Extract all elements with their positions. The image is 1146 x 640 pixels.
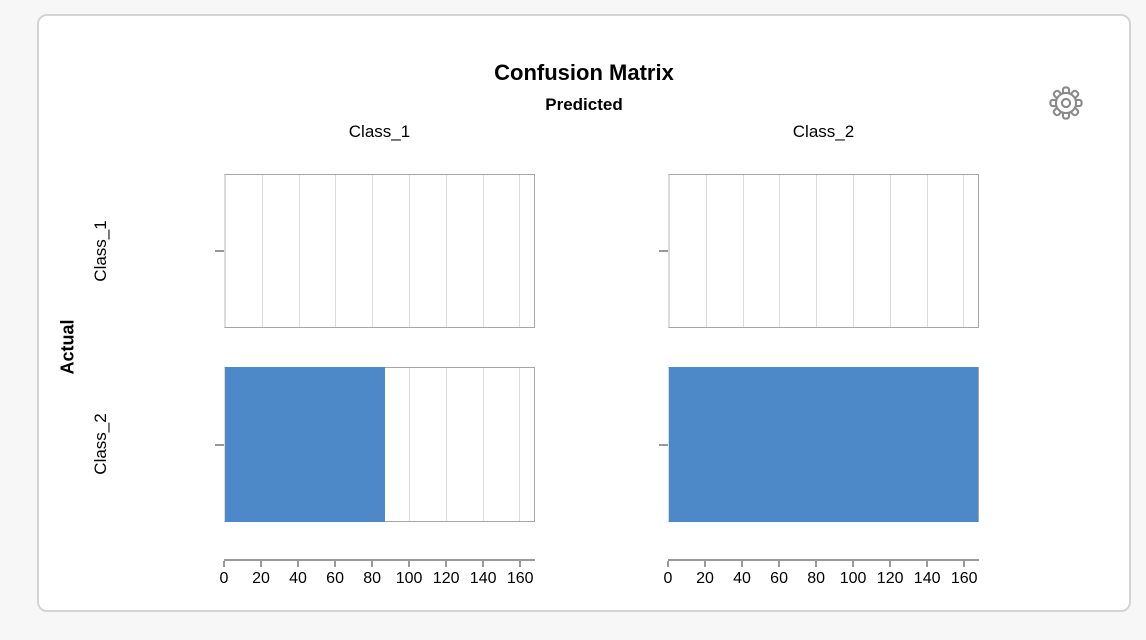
x-axis-tick-label: 60 xyxy=(770,570,788,587)
x-axis-tick xyxy=(889,561,892,567)
x-axis-tick xyxy=(815,561,818,567)
plot-card: Confusion Matrix Predicted Class_1 Class… xyxy=(37,14,1131,612)
x-axis-tick-label: 160 xyxy=(506,570,534,587)
gridline xyxy=(816,175,818,327)
x-axis-tick xyxy=(482,561,485,567)
x-axis-tick-label: 160 xyxy=(950,570,978,587)
x-axis-tick-label: 120 xyxy=(876,570,904,587)
x-axis-tick-label: 100 xyxy=(395,570,423,587)
y-axis-tick xyxy=(659,250,668,252)
facet-label-actual: Actual xyxy=(57,319,78,375)
x-axis-tick xyxy=(667,561,669,567)
gridline xyxy=(482,175,484,327)
gridline xyxy=(889,175,891,327)
gridline xyxy=(445,175,447,327)
bar-actual-class2-predicted-class2 xyxy=(669,367,978,522)
y-axis-tick xyxy=(659,443,668,446)
x-axis-tick xyxy=(519,561,522,567)
x-axis-tick xyxy=(408,561,411,567)
x-axis-tick-label: 100 xyxy=(839,570,867,587)
gridline xyxy=(779,175,781,327)
x-axis-tick xyxy=(445,561,448,567)
x-axis-tick xyxy=(852,561,855,567)
panel-actual-class1-predicted-class1 xyxy=(215,174,535,328)
gridline xyxy=(482,368,484,521)
gridline xyxy=(408,175,410,327)
column-header-predicted-class-2: Class_2 xyxy=(792,122,855,141)
x-axis-tick-label: 80 xyxy=(807,570,825,587)
bar-actual-class2-predicted-class1 xyxy=(225,367,386,522)
gridline xyxy=(519,368,521,521)
x-axis-predicted-class-2: 0 20 40 60 80 100 120 140 160 xyxy=(664,559,979,595)
x-axis-tick-label: 60 xyxy=(326,570,344,587)
x-axis-tick-label: 20 xyxy=(696,570,714,587)
x-axis-tick xyxy=(223,561,225,567)
gridline xyxy=(298,175,300,327)
gridline xyxy=(372,175,374,327)
x-axis-tick xyxy=(741,561,744,567)
row-header-actual-class-2: Class_2 xyxy=(91,413,110,475)
gear-icon[interactable] xyxy=(1047,84,1085,122)
x-axis-tick xyxy=(297,561,300,567)
gridline xyxy=(669,175,670,327)
x-axis-tick xyxy=(926,561,929,567)
gridline xyxy=(408,368,410,521)
chart-title: Confusion Matrix xyxy=(494,60,674,85)
gridline xyxy=(926,175,928,327)
facet-label-predicted: Predicted xyxy=(545,95,623,114)
gridline xyxy=(705,175,707,327)
gridline xyxy=(742,175,744,327)
x-axis-tick xyxy=(963,561,966,567)
x-axis-tick xyxy=(778,561,781,567)
x-axis-tick-label: 0 xyxy=(663,570,673,587)
x-axis-predicted-class-1: 0 20 40 60 80 100 120 140 160 xyxy=(220,559,535,595)
x-axis-tick xyxy=(260,561,263,567)
y-axis-tick xyxy=(215,443,224,446)
row-header-actual-class-1: Class_1 xyxy=(91,220,110,282)
panel-actual-class2-predicted-class1 xyxy=(215,367,535,522)
gridline xyxy=(261,175,263,327)
gridline xyxy=(963,175,965,327)
gridline xyxy=(519,175,521,327)
gridline xyxy=(445,368,447,521)
x-axis-tick-label: 140 xyxy=(913,570,941,587)
x-axis-tick xyxy=(371,561,374,567)
x-axis-tick-label: 40 xyxy=(289,570,307,587)
panel-actual-class2-predicted-class2 xyxy=(659,367,979,522)
x-axis-tick-label: 40 xyxy=(733,570,751,587)
x-axis-tick-label: 140 xyxy=(469,570,497,587)
column-header-predicted-class-1: Class_1 xyxy=(348,122,411,141)
x-axis-tick-label: 120 xyxy=(432,570,460,587)
x-axis-tick-label: 80 xyxy=(363,570,381,587)
gridline xyxy=(335,175,337,327)
gridline xyxy=(852,175,854,327)
x-axis-tick-label: 20 xyxy=(252,570,270,587)
x-axis-tick-label: 0 xyxy=(219,570,229,587)
x-axis-tick xyxy=(334,561,337,567)
panel-actual-class1-predicted-class2 xyxy=(659,174,979,328)
y-axis-tick xyxy=(215,250,224,252)
x-axis-tick xyxy=(704,561,707,567)
gridline xyxy=(225,175,226,327)
